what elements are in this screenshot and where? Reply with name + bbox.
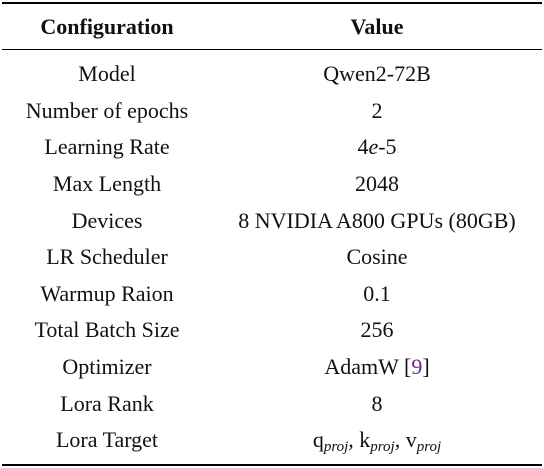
table-row: Lora Rank 8 (2, 385, 542, 422)
config-cell: Total Batch Size (34, 317, 180, 343)
value-cell: qproj, kproj, vproj (312, 427, 442, 456)
config-cell: Lora Target (55, 427, 159, 453)
config-cell: Optimizer (62, 354, 152, 380)
value-cell: Qwen2-72B (323, 61, 431, 87)
table-row: Warmup Raion 0.1 (2, 276, 542, 313)
config-table: Configuration Value Model Qwen2-72B Numb… (2, 4, 542, 459)
header-value: Value (350, 13, 404, 39)
value-cell: 8 NVIDIA A800 GPUs (80GB) (238, 207, 516, 233)
config-cell: Devices (71, 207, 143, 233)
config-cell: Warmup Raion (40, 280, 174, 306)
config-cell: Learning Rate (44, 134, 170, 160)
config-cell: Max Length (52, 171, 162, 197)
value-cell: 8 (371, 390, 383, 416)
table-row: Devices 8 NVIDIA A800 GPUs (80GB) (2, 202, 542, 239)
table-row: Total Batch Size 256 (2, 312, 542, 349)
optimizer-name: AdamW (324, 354, 399, 380)
value-cell: 2 (371, 97, 383, 123)
config-cell: Number of epochs (25, 97, 189, 123)
table-row: Max Length 2048 (2, 166, 542, 203)
header-rule (2, 49, 542, 50)
top-rule (2, 2, 542, 4)
table-row: Number of epochs 2 (2, 93, 542, 130)
target-q-sub: proj (323, 439, 349, 456)
value-cell: 4e-5 (212, 129, 542, 166)
target-q: q (312, 427, 324, 453)
table-row: Optimizer AdamW [9] (2, 349, 542, 386)
target-k: k (359, 427, 371, 453)
bottom-rule (2, 464, 542, 466)
value-cell: 2048 (355, 171, 399, 197)
lr-exp-letter: e (368, 134, 379, 160)
value-cell: AdamW [9] (324, 354, 430, 380)
table-row: Model Qwen2-72B (2, 49, 542, 93)
target-v: v (405, 427, 417, 453)
table-row: Learning Rate 4e-5 (2, 129, 542, 166)
target-v-sub: proj (416, 439, 442, 456)
header-row: Configuration Value (2, 4, 542, 49)
target-k-sub: proj (370, 439, 395, 456)
value-cell: 256 (360, 317, 394, 343)
citation-link[interactable]: 9 (411, 354, 423, 380)
table-row: Lora Target qproj, kproj, vproj (2, 422, 542, 459)
value-cell: 0.1 (363, 280, 391, 306)
header-configuration: Configuration (40, 13, 174, 39)
config-cell: Lora Rank (60, 390, 154, 416)
lr-exp: -5 (378, 134, 397, 160)
config-cell: Model (78, 61, 136, 87)
value-cell: Cosine (346, 244, 408, 270)
lr-base: 4 (357, 134, 369, 160)
config-cell: LR Scheduler (46, 244, 168, 270)
table-row: LR Scheduler Cosine (2, 239, 542, 276)
